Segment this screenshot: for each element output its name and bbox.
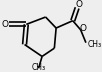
Text: O: O: [80, 24, 87, 33]
Text: CH₃: CH₃: [32, 63, 46, 72]
Text: O: O: [2, 20, 9, 29]
Text: O: O: [75, 0, 82, 9]
Text: CH₃: CH₃: [88, 40, 102, 49]
